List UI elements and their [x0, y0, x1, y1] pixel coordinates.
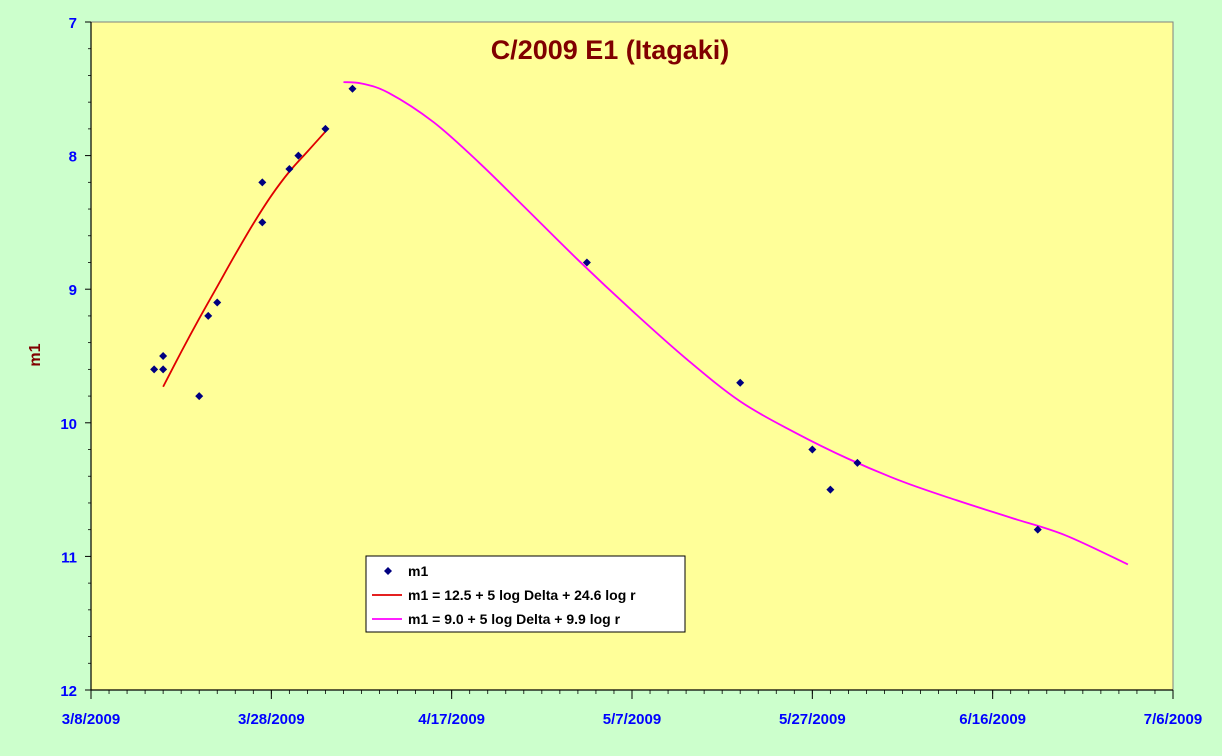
chart-title: C/2009 E1 (Itagaki) — [491, 35, 730, 65]
data-point — [1033, 525, 1042, 534]
data-point — [204, 311, 213, 320]
fit-line-2 — [343, 81, 1129, 566]
x-tick-label: 3/8/2009 — [62, 711, 120, 728]
x-tick-label: 6/16/2009 — [959, 711, 1026, 728]
legend-label: m1 = 12.5 + 5 log Delta + 24.6 log r — [408, 587, 636, 603]
legend-box — [365, 555, 686, 633]
data-point — [195, 392, 204, 401]
data-point — [736, 378, 745, 387]
y-tick-label: 12 — [60, 683, 77, 700]
data-point — [213, 298, 222, 307]
data-point — [808, 445, 817, 454]
data-point — [321, 124, 330, 133]
x-axis: 3/8/2009 3/28/2009 4/17/2009 5/7/2009 5/27/2… — [62, 689, 1202, 728]
y-axis-label: m1 — [27, 343, 44, 366]
y-tick-label: 11 — [61, 549, 77, 566]
data-point — [150, 365, 159, 374]
legend-marker-m1 — [384, 567, 392, 575]
y-tick-label: 10 — [60, 416, 77, 433]
y-tick-label: 8 — [69, 149, 77, 166]
y-axis: 7 8 9 10 11 12 — [60, 15, 92, 700]
x-tick-label: 3/28/2009 — [238, 711, 305, 728]
x-tick-label: 7/6/2009 — [1144, 711, 1202, 728]
data-point — [294, 151, 303, 160]
data-point — [348, 84, 357, 93]
legend: m1 m1 = 12.5 + 5 log Delta + 24.6 log r m1… — [365, 555, 686, 633]
data-point — [159, 352, 168, 360]
data-point — [826, 485, 835, 494]
x-tick-label: 5/27/2009 — [779, 711, 846, 728]
legend-label: m1 — [408, 563, 428, 579]
fit-line-1 — [162, 130, 327, 388]
y-tick-label: 7 — [69, 15, 77, 32]
data-point — [582, 258, 591, 267]
x-tick-label: 4/17/2009 — [418, 711, 485, 728]
data-point — [853, 458, 862, 467]
data-points — [150, 84, 1042, 534]
y-tick-label: 9 — [69, 282, 77, 299]
data-point — [285, 164, 294, 173]
x-tick-label: 5/7/2009 — [603, 711, 661, 728]
data-point — [159, 365, 168, 374]
data-point — [258, 218, 267, 227]
fit-lines — [162, 81, 1129, 566]
legend-label: m1 = 9.0 + 5 log Delta + 9.9 log r — [408, 611, 621, 627]
data-point — [258, 178, 267, 187]
